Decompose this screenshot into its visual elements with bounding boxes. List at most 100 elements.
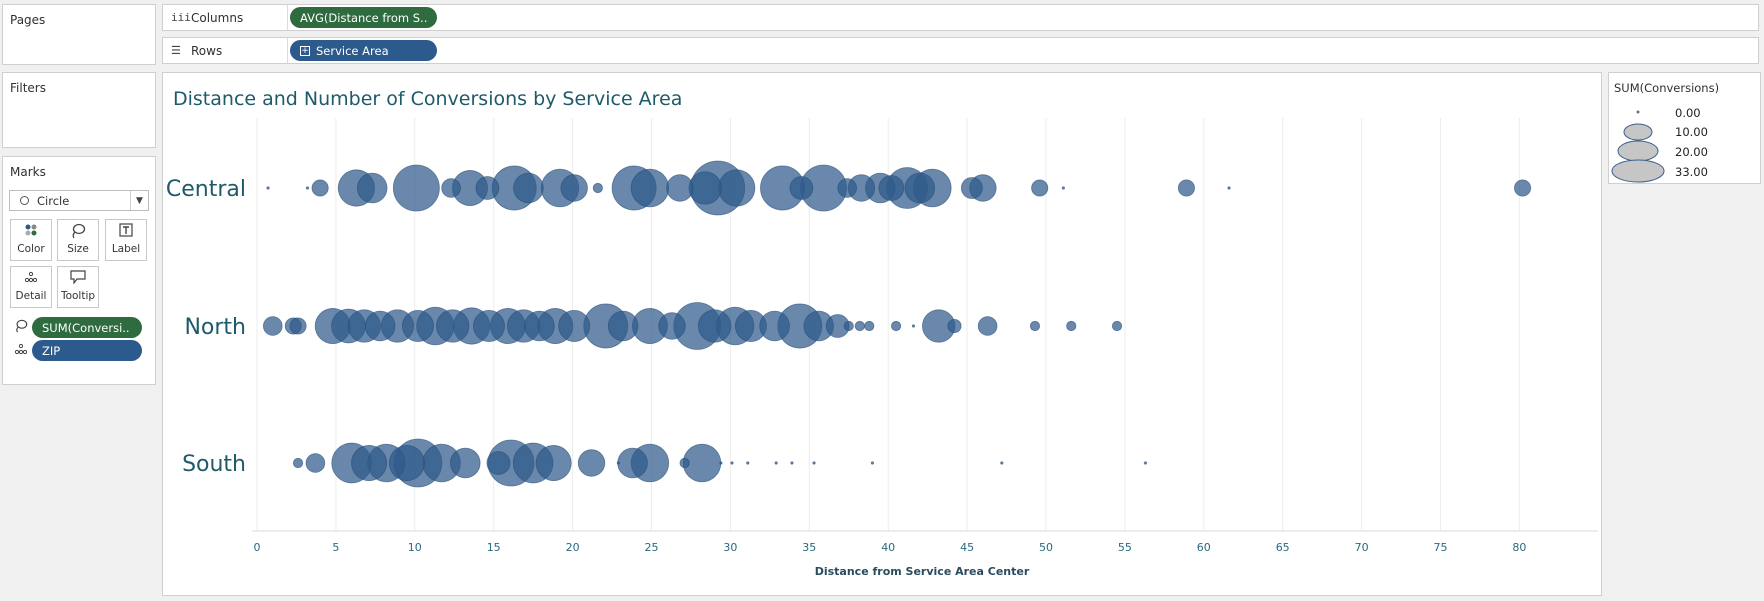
mark-central[interactable] — [1031, 179, 1049, 197]
columns-shelf[interactable]: iii Columns AVG(Distance from S.. — [162, 4, 1759, 31]
mark-central[interactable] — [718, 169, 756, 207]
mark-central[interactable] — [960, 177, 983, 199]
mark-central[interactable] — [441, 178, 461, 198]
mark-south[interactable] — [730, 461, 734, 465]
mark-type-value: Circle — [37, 193, 70, 208]
expand-plus-icon[interactable]: + — [300, 45, 310, 56]
marks-field-detail[interactable]: ZIP — [14, 340, 142, 361]
mark-central[interactable] — [475, 176, 500, 200]
tooltip-button[interactable]: Tooltip — [57, 266, 99, 308]
mark-north[interactable] — [658, 312, 686, 340]
mark-south[interactable] — [577, 449, 606, 477]
mark-south[interactable] — [450, 447, 481, 479]
legend-size-10 — [1623, 123, 1653, 141]
rows-icon: ☰ — [171, 44, 181, 57]
category-labels: Central North South — [166, 177, 246, 477]
mark-north[interactable] — [759, 310, 790, 342]
chevron-down-icon[interactable]: ▼ — [130, 191, 148, 210]
marks-field-size[interactable]: SUM(Conversi.. — [14, 317, 142, 338]
x-tick-label: 50 — [1039, 541, 1053, 554]
mark-central[interactable] — [837, 178, 857, 198]
mark-north[interactable] — [864, 320, 875, 332]
mark-central[interactable] — [513, 172, 544, 204]
mark-north[interactable] — [1066, 320, 1077, 332]
tooltip-bubble-icon — [70, 270, 86, 286]
mark-central[interactable] — [560, 174, 588, 202]
mark-central[interactable] — [392, 164, 440, 212]
legend-label-3: 33.00 — [1675, 165, 1708, 179]
mark-south[interactable] — [812, 461, 816, 465]
mark-central[interactable] — [1177, 179, 1195, 197]
mark-central[interactable] — [1227, 186, 1231, 190]
mark-south[interactable] — [746, 461, 750, 465]
mark-central[interactable] — [630, 168, 670, 208]
mark-central[interactable] — [266, 186, 270, 190]
mark-central[interactable] — [1061, 186, 1065, 190]
columns-label: Columns — [191, 10, 244, 25]
mark-north[interactable] — [890, 320, 902, 332]
legend-size-0 — [1636, 110, 1640, 114]
x-tick-label: 75 — [1434, 541, 1448, 554]
mark-central[interactable] — [356, 172, 388, 204]
mark-south[interactable] — [351, 445, 388, 481]
mark-south[interactable] — [719, 461, 723, 465]
detail-button[interactable]: Detail — [10, 266, 52, 308]
label-button[interactable]: Label — [105, 219, 147, 261]
mark-north[interactable] — [911, 324, 916, 328]
mark-central[interactable] — [666, 174, 694, 202]
mark-north[interactable] — [558, 310, 591, 342]
x-tick-label: 40 — [881, 541, 895, 554]
mark-north[interactable] — [697, 309, 732, 343]
mark-central[interactable] — [1514, 179, 1532, 197]
x-tick-label: 45 — [960, 541, 974, 554]
mark-north[interactable] — [843, 320, 854, 332]
mark-north[interactable] — [262, 316, 283, 336]
mark-central[interactable] — [305, 186, 310, 190]
mark-north[interactable] — [1029, 320, 1041, 332]
mark-south[interactable] — [617, 447, 648, 479]
mark-north[interactable] — [401, 310, 434, 342]
mark-central[interactable] — [311, 179, 329, 197]
mark-north[interactable] — [947, 318, 962, 334]
legend-size-20 — [1617, 140, 1659, 162]
mark-central[interactable] — [688, 171, 722, 205]
mark-north[interactable] — [977, 316, 998, 336]
zip-pill[interactable]: ZIP — [32, 340, 142, 361]
mark-north[interactable] — [289, 317, 307, 335]
mark-south[interactable] — [870, 461, 875, 465]
mark-type-select[interactable]: Circle ▼ — [9, 190, 149, 211]
mark-south[interactable] — [790, 461, 794, 465]
label-button-label: Label — [111, 243, 141, 255]
mark-central[interactable] — [904, 172, 936, 204]
mark-south[interactable] — [292, 457, 304, 469]
mark-south[interactable] — [616, 461, 620, 465]
mark-south[interactable] — [1143, 461, 1148, 465]
size-button[interactable]: Size — [57, 219, 99, 261]
x-tick-label: 60 — [1197, 541, 1211, 554]
mark-south[interactable] — [486, 451, 511, 475]
detail-dots-icon — [14, 342, 32, 359]
mark-north[interactable] — [435, 309, 470, 343]
mark-south[interactable] — [305, 453, 326, 473]
mark-central[interactable] — [789, 176, 814, 200]
sum-conversions-pill[interactable]: SUM(Conversi.. — [32, 317, 142, 338]
x-tick-label: 35 — [802, 541, 816, 554]
mark-central[interactable] — [878, 175, 905, 201]
rows-shelf[interactable]: ☰ Rows + Service Area — [162, 37, 1759, 64]
mark-north[interactable] — [607, 310, 639, 342]
mark-south[interactable] — [535, 445, 572, 481]
mark-north[interactable] — [524, 310, 555, 342]
mark-south[interactable] — [388, 445, 425, 481]
mark-south[interactable] — [1000, 461, 1004, 465]
columns-pill[interactable]: AVG(Distance from S.. — [290, 7, 437, 28]
mark-north[interactable] — [1111, 320, 1123, 332]
mark-north[interactable] — [472, 310, 505, 342]
mark-south[interactable] — [679, 457, 690, 469]
filters-panel[interactable]: Filters — [2, 72, 156, 148]
color-button[interactable]: Color — [10, 219, 52, 261]
mark-north[interactable] — [364, 310, 396, 342]
mark-central[interactable] — [592, 182, 603, 194]
mark-north[interactable] — [854, 320, 865, 332]
rows-pill[interactable]: + Service Area — [290, 40, 437, 61]
mark-south[interactable] — [774, 461, 778, 465]
